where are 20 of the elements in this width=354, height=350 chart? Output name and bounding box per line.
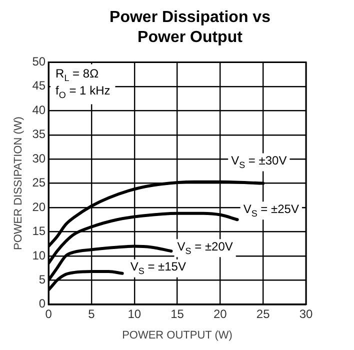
y-tick-label: 5 <box>38 272 46 286</box>
y-tick-label: 40 <box>32 102 46 117</box>
x-tick-label: 5 <box>88 306 96 321</box>
x-tick-label: 20 <box>214 306 228 321</box>
y-tick-label: 50 <box>32 54 46 69</box>
x-axis-title: POWER OUTPUT (W) <box>122 329 232 342</box>
x-tick-label: 10 <box>128 306 142 321</box>
y-tick-label: 0 <box>38 296 46 311</box>
y-tick-label: 20 <box>32 200 46 214</box>
y-tick-label: 30 <box>32 151 46 166</box>
x-tick-label: 30 <box>299 306 313 321</box>
y-tick-label: 10 <box>32 248 46 262</box>
y-tick-label: 45 <box>32 78 46 93</box>
y-tick-label: 25 <box>32 176 46 190</box>
x-tick-label: 25 <box>256 306 270 321</box>
y-axis-title: POWER DISSIPATION (W) <box>12 116 25 250</box>
y-tick-label: 35 <box>32 127 46 142</box>
x-tick-label: 15 <box>170 306 184 321</box>
y-tick-label: 15 <box>32 224 46 238</box>
chart-title: Power Dissipation vs Power Output <box>108 8 272 48</box>
